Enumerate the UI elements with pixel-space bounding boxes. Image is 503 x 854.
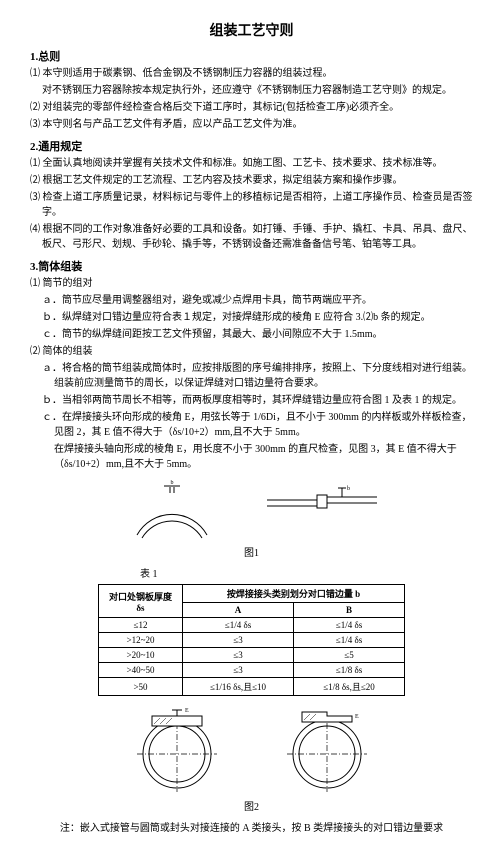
th-B: B xyxy=(294,603,405,618)
s3-g1-item: ｃ．筒节的纵焊缝间距按工艺文件预留，其最大、最小间隙应不大于 1.5mm。 xyxy=(54,327,473,342)
th-col1: 对口处钢板厚度 δs xyxy=(98,585,182,618)
section-1-list: ⑴ 本守则适用于碳素钢、低合金钢及不锈钢制压力容器的组装过程。 对不锈钢压力容器… xyxy=(30,66,473,132)
fig2-caption: 图2 xyxy=(30,798,473,813)
fig1-arc-icon: b xyxy=(122,480,222,540)
s1-item: ⑴ 本守则适用于碳素钢、低合金钢及不锈钢制压力容器的组装过程。 xyxy=(42,66,473,81)
fig1-flat-icon: b xyxy=(262,480,382,520)
section-3-head: 3.筒体组装 xyxy=(30,258,473,274)
section-3-list2: ⑵ 简体的组装 xyxy=(30,344,473,359)
svg-text:E: E xyxy=(185,708,189,714)
s3-g2-item: ｃ．在焊接接头环向形成的棱角 E，用弦长等于 1/6Di，且不小于 300mm … xyxy=(54,410,473,440)
th-col2: 按焊接接头类别划分对口错边量 b xyxy=(183,585,405,603)
s3-g1-item: ｂ．纵焊缝对口错边量应符合表１规定，对接焊缝形成的棱角 E 应符合 3.⑵b 条… xyxy=(54,310,473,325)
table1-label: 表 1 xyxy=(140,565,473,580)
s3-g1-item: ａ．筒节应尽量用调整器组对，避免或减少点焊用卡具，筒节两端应平齐。 xyxy=(54,293,473,308)
s3-g2-items: ａ．将合格的筒节组装成筒体时，应按排版图的序号编排排序，按照上、下分度线相对进行… xyxy=(30,361,473,472)
s2-item: ⑵ 根据工艺文件规定的工艺流程、工艺内容及技术要求，拟定组装方案和操作步骤。 xyxy=(42,173,473,188)
fig2-ring-left-icon: E xyxy=(122,704,232,794)
s3-g2-item: ｂ．当相邻两筒节周长不相等，而两板厚度相等时，其环焊缝错边量应符合图 1 及表 … xyxy=(54,393,473,408)
s3-g2-item: ａ．将合格的筒节组装成筒体时，应按排版图的序号编排排序，按照上、下分度线相对进行… xyxy=(54,361,473,391)
s1-item: ⑵ 对组装完的零部件经检查合格后交下道工序时，其标记(包括检查工序)必须齐全。 xyxy=(42,100,473,115)
table-1: 对口处钢板厚度 δs 按焊接接头类别划分对口错边量 b A B ≤12 ≤1/4… xyxy=(98,584,405,696)
table-row: >50 ≤1/16 δs,且≤10 ≤1/8 δs,且≤20 xyxy=(98,678,404,696)
svg-text:b: b xyxy=(347,486,350,492)
s1-item: 对不锈钢压力容器除按本规定执行外，还应遵守《不锈钢制压力容器制造工艺守则》的规定… xyxy=(42,83,473,98)
s3-g1-head: ⑴ 筒节的组对 xyxy=(42,276,473,291)
figure-1: b b xyxy=(30,480,473,540)
table-row: >40~50 ≤3 ≤1/8 δs xyxy=(98,663,404,678)
table-row: ≤12 ≤1/4 δs ≤1/4 δs xyxy=(98,618,404,633)
s3-g2-head: ⑵ 简体的组装 xyxy=(42,344,473,359)
s3-g2-item: 在焊接接头轴向形成的棱角 E，用长度不小于 300mm 的直尺检查，见图 3，其… xyxy=(54,442,473,472)
table-row: >20~10 ≤3 ≤5 xyxy=(98,648,404,663)
section-1-head: 1.总则 xyxy=(30,48,473,64)
th-A: A xyxy=(183,603,294,618)
section-3-list: ⑴ 筒节的组对 xyxy=(30,276,473,291)
s2-item: ⑷ 根据不同的工作对象准备好必要的工具和设备。如打锤、手锤、手护、撬杠、卡具、吊… xyxy=(42,222,473,252)
fig1-caption: 图1 xyxy=(30,544,473,559)
svg-text:E: E xyxy=(355,714,359,720)
figure-2: E E xyxy=(30,704,473,794)
fig2-ring-right-icon: E xyxy=(272,704,382,794)
table-row: >12~20 ≤3 ≤1/4 δs xyxy=(98,633,404,648)
section-2-head: 2.通用规定 xyxy=(30,138,473,154)
s2-item: ⑴ 全面认真地阅读并掌握有关技术文件和标准。如施工图、工艺卡、技术要求、技术标准… xyxy=(42,156,473,171)
s2-item: ⑶ 检查上道工序质量记录，材料标记与零件上的移植标记是否相符，上道工序操作员、检… xyxy=(42,190,473,220)
s3-g1-items: ａ．筒节应尽量用调整器组对，避免或减少点焊用卡具，筒节两端应平齐。 ｂ．纵焊缝对… xyxy=(30,293,473,342)
svg-text:b: b xyxy=(170,480,173,486)
section-2-list: ⑴ 全面认真地阅读并掌握有关技术文件和标准。如施工图、工艺卡、技术要求、技术标准… xyxy=(30,156,473,252)
page-title: 组装工艺守则 xyxy=(30,20,473,40)
footnote: 注：嵌入式接管与圆筒或封头对接连接的 A 类接头，按 B 类焊接接头的对口错边量… xyxy=(30,819,473,834)
s1-item: ⑶ 本守则名与产品工艺文件有矛盾，应以产品工艺文件为准。 xyxy=(42,117,473,132)
